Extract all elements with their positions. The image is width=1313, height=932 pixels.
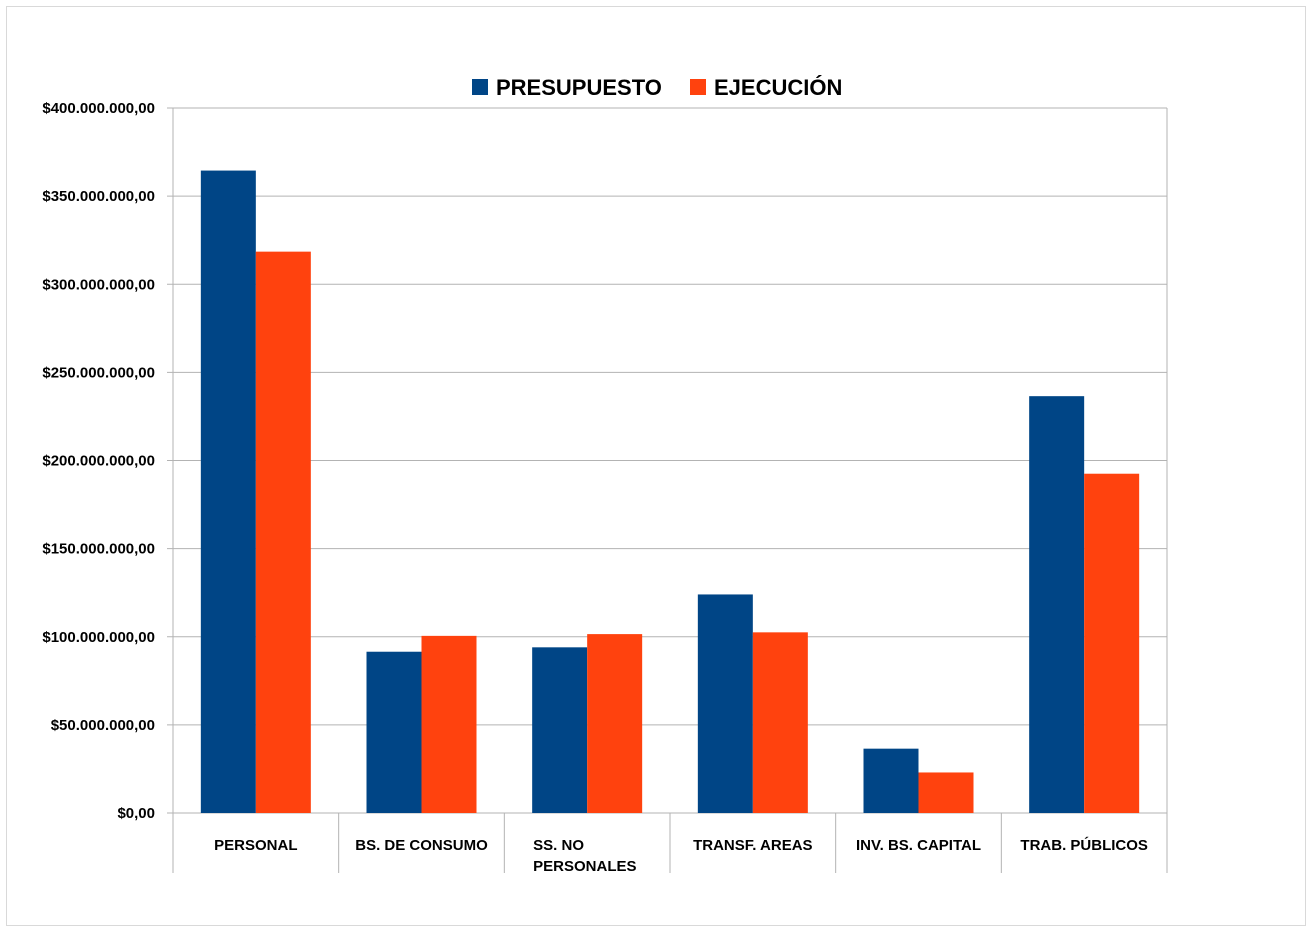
bar-ejecución	[587, 634, 643, 813]
bar-presupuesto	[697, 594, 753, 813]
y-tick-label: $250.000.000,00	[42, 364, 155, 381]
bar-ejecución	[1084, 473, 1140, 813]
bar-presupuesto	[863, 748, 919, 813]
x-tick-label: BS. DE CONSUMO	[355, 837, 488, 854]
bar-presupuesto	[1029, 396, 1085, 813]
y-tick-label: $350.000.000,00	[42, 188, 155, 205]
x-tick-label: INV. BS. CAPITAL	[856, 837, 981, 854]
x-tick-label: TRAB. PÚBLICOS	[1020, 836, 1148, 854]
bar-ejecución	[421, 635, 477, 813]
y-tick-label: $300.000.000,00	[42, 276, 155, 293]
bar-ejecución	[255, 251, 311, 814]
bar-ejecución	[752, 632, 808, 813]
y-tick-label: $100.000.000,00	[42, 629, 155, 646]
y-tick-label: $400.000.000,00	[42, 100, 155, 117]
y-tick-label: $200.000.000,00	[42, 453, 155, 470]
x-tick-label: PERSONALES	[533, 858, 636, 875]
legend-label: PRESUPUESTO	[496, 75, 662, 100]
x-tick-label: PERSONAL	[214, 837, 297, 854]
bar-presupuesto	[532, 647, 588, 813]
x-tick-label: TRANSF. AREAS	[693, 837, 812, 854]
y-tick-label: $50.000.000,00	[51, 717, 155, 734]
bar-presupuesto	[200, 170, 256, 814]
x-tick-label: SS. NO	[533, 837, 584, 854]
legend-swatch-presupuesto	[472, 79, 488, 95]
y-tick-label: $150.000.000,00	[42, 541, 155, 558]
bar-ejecución	[918, 772, 974, 813]
legend-swatch-ejecución	[690, 79, 706, 95]
legend-label: EJECUCIÓN	[714, 75, 842, 100]
y-tick-label: $0,00	[117, 805, 155, 822]
bar-presupuesto	[366, 651, 422, 813]
